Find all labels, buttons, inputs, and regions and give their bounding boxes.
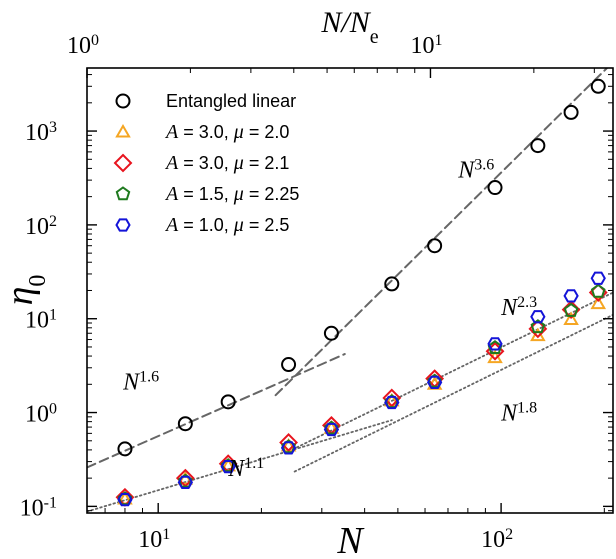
legend-label: A = 3.0, μ = 2.1: [164, 152, 289, 174]
data-point: [384, 395, 400, 410]
legend-marker: [115, 218, 131, 232]
data-point: [323, 422, 340, 437]
y-tick-label: 100: [25, 400, 57, 428]
data-point: [280, 441, 297, 455]
data-point: [487, 180, 503, 196]
x-tick-label: 101: [138, 526, 170, 554]
legend-marker: [113, 153, 133, 173]
fit-annotation: N3.6: [457, 156, 494, 184]
fit-annotation: N1.1: [227, 455, 264, 483]
series-5: [117, 271, 606, 507]
fit-annotation: N2.3: [500, 293, 537, 321]
data-point: [220, 460, 236, 474]
data-point: [279, 433, 298, 452]
data-point: [427, 238, 443, 254]
y-tick-label: 103: [25, 119, 57, 147]
legend-marker: [115, 93, 131, 109]
data-point: [563, 311, 579, 326]
y-tick-label: 10-1: [20, 494, 57, 522]
legend: Entangled linear A = 3.0, μ = 2.0 A = 3.0,…: [113, 91, 299, 236]
x-tick-label: 102: [481, 526, 513, 554]
data-point: [530, 319, 546, 334]
data-point: [563, 302, 579, 317]
data-point: [177, 475, 193, 490]
top-axis-label: N/Ne: [320, 6, 378, 48]
fit-annotation: N1.6: [122, 368, 159, 396]
data-point: [384, 276, 400, 292]
plot-frame: [86, 67, 614, 514]
x-axis-label: N: [336, 520, 365, 559]
axis-ticks: [86, 68, 613, 513]
legend-marker: [115, 186, 131, 201]
data-point: [220, 394, 236, 410]
fit-annotation: N1.8: [500, 399, 537, 427]
data-point: [487, 337, 503, 351]
data-point: [177, 416, 193, 432]
legend-label: Entangled linear: [166, 91, 296, 111]
legend-label: A = 3.0, μ = 2.0: [164, 121, 289, 143]
data-points: [115, 78, 608, 507]
fit-line-1: [87, 353, 346, 469]
top-tick-label: 101: [410, 32, 442, 60]
series-1: [117, 78, 606, 457]
data-point: [590, 283, 606, 298]
data-point: [426, 375, 443, 389]
top-tick-label: 100: [67, 32, 99, 60]
data-point: [382, 388, 402, 408]
legend-label: A = 1.5, μ = 2.25: [164, 183, 299, 205]
fit-line-2: [274, 68, 609, 397]
fit-annotations: N3.6 N1.6 N1.1 N2.3 N1.8: [122, 156, 537, 482]
data-point: [563, 104, 579, 120]
data-point: [117, 441, 133, 457]
data-point: [590, 295, 607, 310]
fit-line-4: [287, 291, 613, 453]
data-point: [590, 271, 606, 285]
y-tick-label: 102: [25, 212, 57, 240]
tick-labels: 101 102 100 101 10-1 100 101 102 103: [20, 32, 513, 554]
fit-line-5: [293, 313, 613, 473]
data-point: [530, 310, 546, 324]
y-axis-label: η0: [0, 275, 51, 306]
legend-label: A = 1.0, μ = 2.5: [164, 214, 289, 236]
data-point: [323, 325, 339, 341]
fit-line-3: [87, 419, 393, 513]
data-point: [117, 493, 133, 507]
data-point: [590, 78, 606, 94]
data-point: [281, 357, 297, 373]
legend-marker: [115, 123, 131, 138]
data-point: [563, 289, 579, 303]
data-point: [530, 138, 546, 154]
y-tick-label: 101: [25, 306, 57, 334]
